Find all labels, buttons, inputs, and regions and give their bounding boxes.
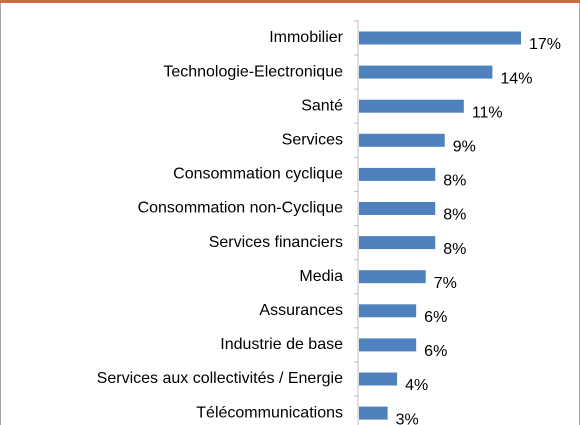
bar	[359, 99, 464, 113]
bar	[359, 236, 436, 250]
category-label: Immobilier	[269, 29, 343, 46]
category-label: Consommation cyclique	[173, 166, 343, 183]
category-label: Industrie de base	[220, 336, 343, 353]
category-label: Technologie-Electronique	[163, 63, 343, 80]
category-label: Télécommunications	[196, 404, 343, 421]
bar	[359, 133, 445, 147]
bar	[359, 304, 417, 318]
value-label: 17%	[529, 36, 561, 53]
value-label: 6%	[424, 343, 447, 360]
value-label: 8%	[443, 173, 466, 190]
value-label: 14%	[500, 70, 532, 87]
bar	[359, 338, 417, 352]
value-label: 7%	[434, 275, 457, 292]
category-label: Assurances	[259, 302, 343, 319]
category-label: Santé	[301, 97, 343, 114]
value-label: 4%	[405, 377, 428, 394]
bar	[359, 31, 521, 45]
value-label: 6%	[424, 309, 447, 326]
bar	[359, 406, 388, 420]
value-label: 8%	[443, 207, 466, 224]
value-label: 8%	[443, 241, 466, 258]
category-label: Services aux collectivités / Energie	[97, 370, 343, 387]
category-label: Services financiers	[209, 234, 343, 251]
category-label: Consommation non-Cyclique	[138, 200, 344, 217]
value-label: 11%	[472, 104, 503, 121]
bar	[359, 270, 426, 284]
bar	[359, 65, 493, 79]
category-label: Services	[282, 132, 343, 149]
bar	[359, 167, 436, 181]
value-label: 3%	[396, 411, 419, 425]
value-label: 9%	[453, 139, 476, 156]
category-label: Media	[299, 268, 343, 285]
bar	[359, 202, 436, 215]
bar	[359, 372, 398, 386]
